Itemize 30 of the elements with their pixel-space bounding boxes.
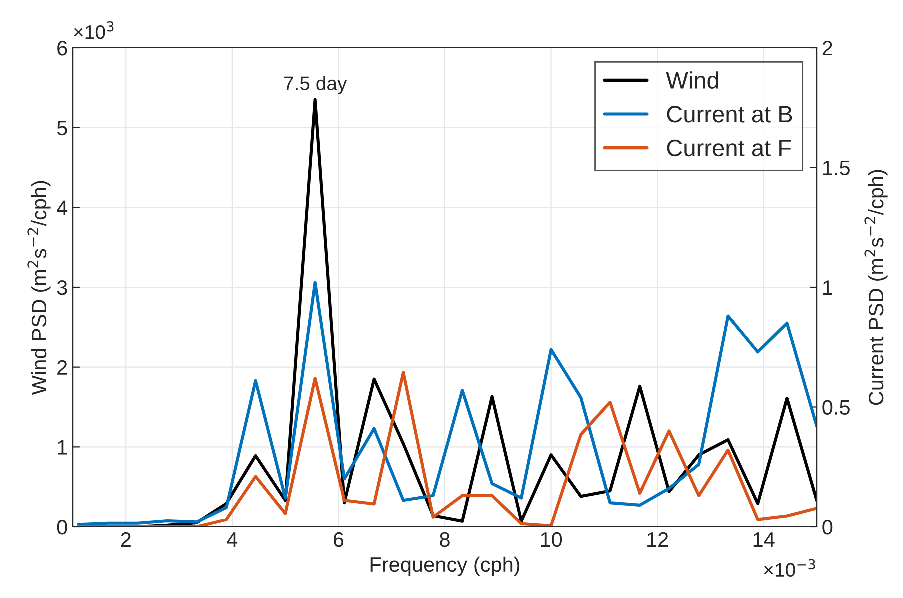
x-tick-label: 10 — [541, 532, 562, 548]
x-tick-label: 6 — [334, 532, 344, 548]
y-tick-label: 2 — [58, 360, 68, 375]
text: ×10$^{−3}$ — [764, 559, 816, 578]
x-tick-label: 14 — [754, 532, 775, 547]
y-tick-label: 4 — [57, 200, 68, 216]
y2-tick-label: 0.5 — [822, 400, 850, 416]
y2-tick-label: 1.5 — [823, 160, 850, 176]
x-tick-label: 12 — [648, 532, 668, 547]
y-tick-label: 0 — [57, 520, 68, 535]
y2-tick-label: 2 — [822, 41, 832, 56]
y-tick-label: 3 — [57, 280, 68, 296]
text: ×10$^{3}$ — [74, 21, 114, 40]
annotation: 7.5 day — [284, 76, 348, 94]
legend-label: Current at F — [667, 140, 792, 157]
y-tick-label: 5 — [57, 121, 68, 136]
x-axis-title: Frequency (cph) — [370, 556, 520, 576]
x-tick-label: 8 — [440, 532, 450, 548]
x-tick-label: 4 — [227, 532, 238, 547]
line-series — [77, 281, 817, 526]
y-axis-title: Wind PSD (m$^{2}$s$^{−2}$/cph) — [28, 181, 51, 396]
y2-tick-label: 0 — [822, 520, 833, 535]
y2-tick-label: 1 — [823, 280, 832, 296]
x-tick-label: 2 — [121, 532, 131, 547]
legend-label: Current at B — [667, 106, 792, 123]
y-tick-label: 6 — [58, 41, 68, 56]
legend-label: Wind — [666, 72, 718, 89]
y2-axis-title: Current PSD (m$^{2}$s$^{−2}$/cph) — [864, 170, 888, 406]
line-series — [77, 370, 817, 527]
y-tick-label: 1 — [58, 440, 68, 455]
